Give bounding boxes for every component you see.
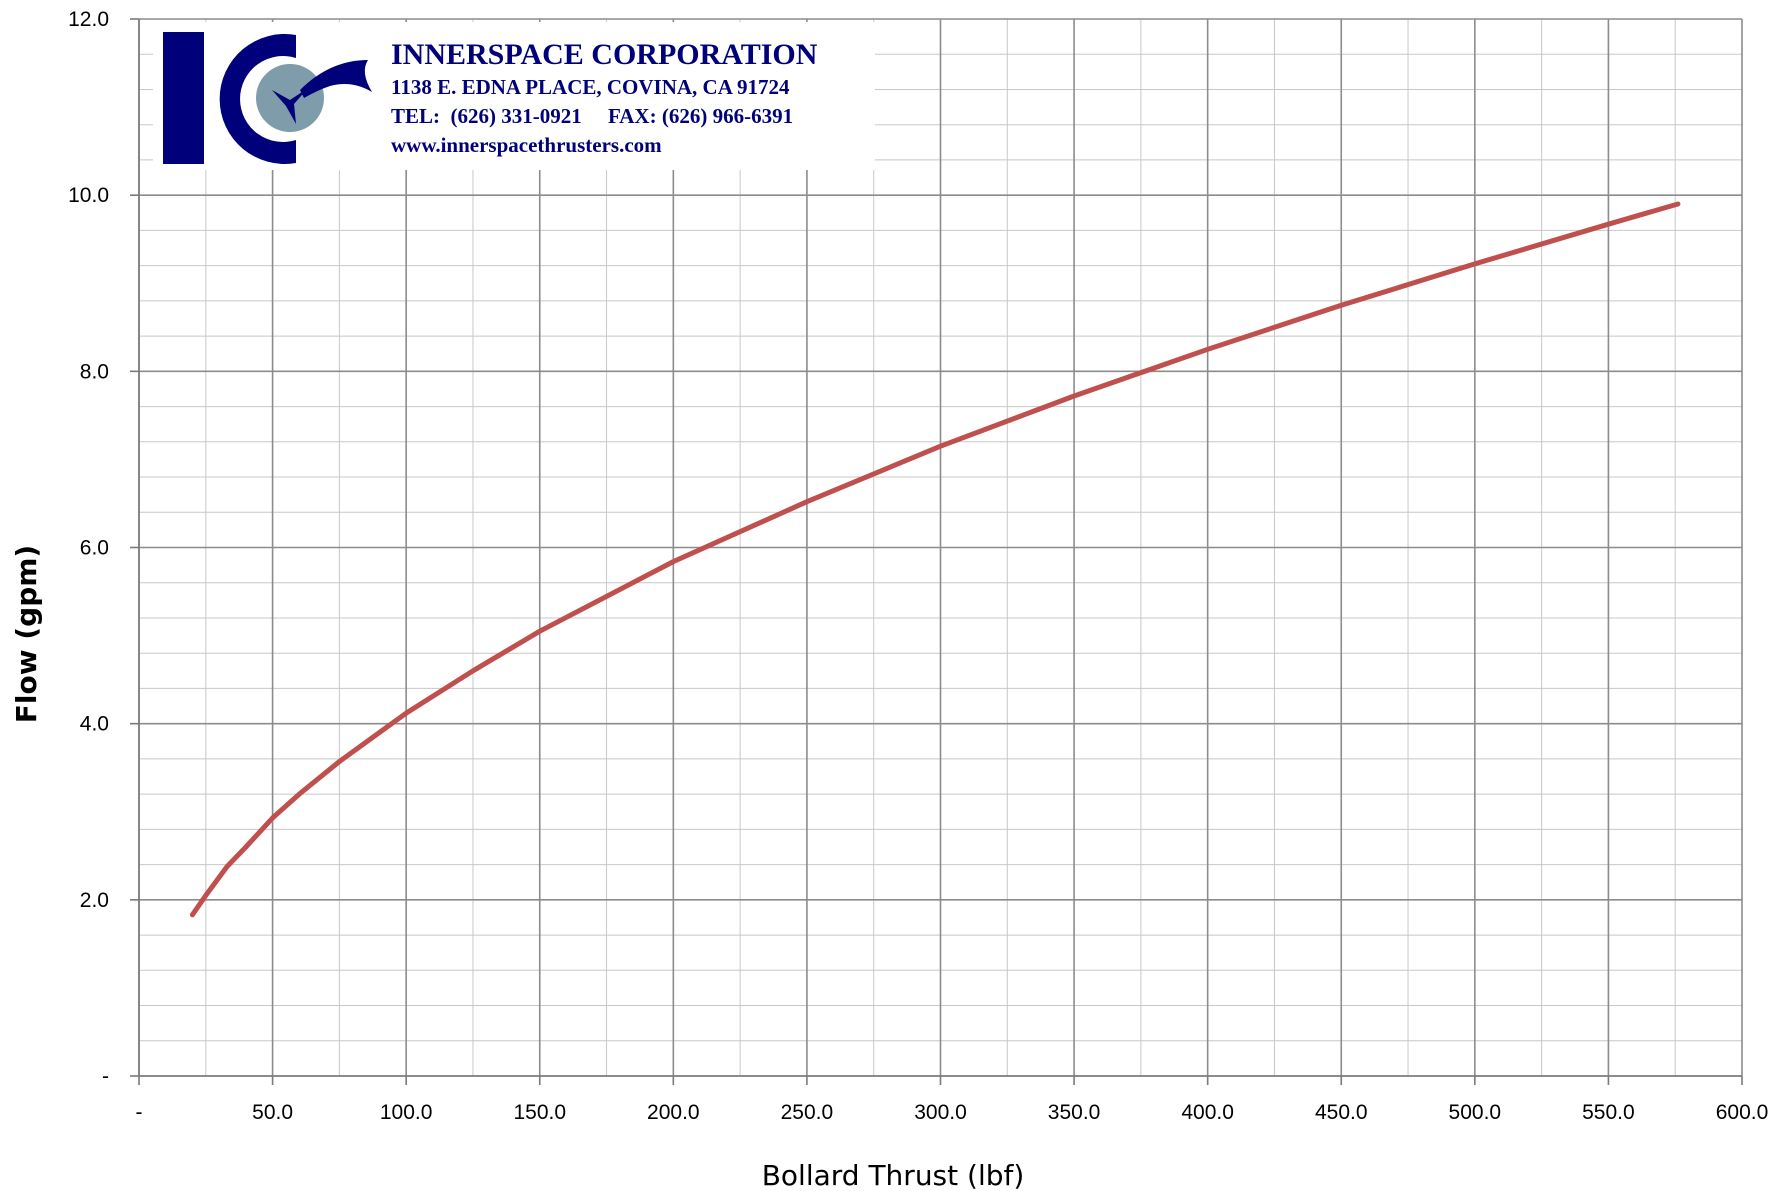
y-axis-title: Flow (gpm) xyxy=(10,545,43,723)
x-tick-label: 400.0 xyxy=(1181,1101,1234,1124)
company-website: www.innerspacethrusters.com xyxy=(391,133,662,157)
x-tick-label: 600.0 xyxy=(1716,1101,1769,1124)
y-tick-label: 8.0 xyxy=(80,360,109,383)
company-address: 1138 E. EDNA PLACE, COVINA, CA 91724 xyxy=(391,75,790,99)
y-tick-label: - xyxy=(102,1065,109,1088)
x-tick-label: 200.0 xyxy=(647,1101,700,1124)
x-tick-label: 450.0 xyxy=(1315,1101,1368,1124)
company-contact: TEL: (626) 331-0921 FAX: (626) 966-6391 xyxy=(391,104,793,128)
series-layer xyxy=(189,201,1681,918)
x-axis-title: Bollard Thrust (lbf) xyxy=(762,1159,1025,1191)
x-tick-label: 350.0 xyxy=(1048,1101,1101,1124)
flow-curve-line xyxy=(189,201,1681,918)
y-tick-label: 2.0 xyxy=(80,889,109,912)
axes xyxy=(130,18,1743,1085)
x-tick-label: 250.0 xyxy=(781,1101,834,1124)
x-tick-labels: - 50.0 100.0 150.0 200.0 250.0 300.0 350.0 400.0… xyxy=(136,1101,1769,1124)
x-tick-label: 100.0 xyxy=(380,1101,433,1124)
x-tick-label: 150.0 xyxy=(513,1101,566,1124)
x-tick-label: 50.0 xyxy=(252,1101,293,1124)
x-tick-label: - xyxy=(136,1101,143,1124)
x-tick-label: 500.0 xyxy=(1449,1101,1502,1124)
ic-logo-mark xyxy=(163,32,372,165)
x-tick-label: 550.0 xyxy=(1582,1101,1635,1124)
y-tick-label: 6.0 xyxy=(80,537,109,560)
y-tick-labels: - 2.0 4.0 6.0 8.0 10.0 12.0 xyxy=(68,8,109,1088)
y-tick-label: 12.0 xyxy=(68,8,109,31)
y-tick-label: 10.0 xyxy=(68,184,109,207)
company-logo: INNERSPACE CORPORATION 1138 E. EDNA PLAC… xyxy=(153,22,875,170)
major-gridlines xyxy=(138,18,1743,1077)
y-tick-label: 4.0 xyxy=(80,713,109,736)
company-name: INNERSPACE CORPORATION xyxy=(391,38,818,71)
x-tick-label: 300.0 xyxy=(914,1101,967,1124)
